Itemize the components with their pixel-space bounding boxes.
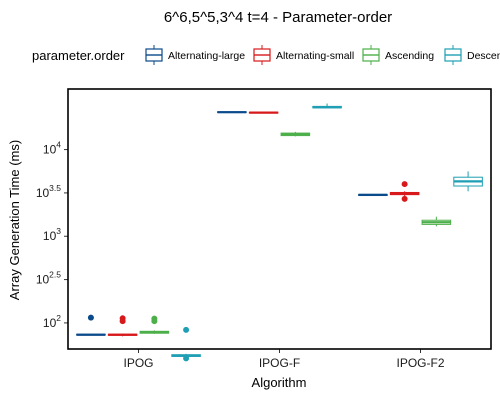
legend-label: Descending xyxy=(467,50,500,62)
outlier-point xyxy=(183,326,190,333)
outlier-point xyxy=(87,314,94,321)
y-tick-label: 103.5 xyxy=(36,183,61,200)
y-axis-title: Array Generation Time (ms) xyxy=(7,140,22,300)
x-tick-label: IPOG xyxy=(123,356,153,370)
outlier-point xyxy=(183,355,190,362)
legend-title: parameter.order xyxy=(32,48,125,63)
y-tick-label: 103 xyxy=(43,226,61,243)
box xyxy=(358,193,388,197)
box-series xyxy=(76,103,483,362)
x-axis: IPOG IPOG-F IPOG-F2 xyxy=(123,349,445,370)
x-axis-title: Algorithm xyxy=(252,375,307,390)
legend-label: Alternating-small xyxy=(276,50,354,62)
outlier-point xyxy=(401,181,408,188)
y-axis: 102 102.5 103 103.5 104 xyxy=(36,140,68,330)
box xyxy=(389,181,420,202)
y-tick-label: 102 xyxy=(43,313,61,330)
box xyxy=(107,315,138,337)
outlier-point xyxy=(401,195,408,202)
box xyxy=(248,111,279,114)
box xyxy=(421,216,452,227)
plot-border xyxy=(67,88,492,350)
y-tick-label: 104 xyxy=(43,140,61,157)
box xyxy=(139,315,170,334)
legend: parameter.order Alternating-large Alterna… xyxy=(32,45,500,65)
x-tick-label: IPOG-F xyxy=(259,356,300,370)
plot-area xyxy=(68,89,491,349)
legend-item: Alternating-large xyxy=(145,45,245,65)
box xyxy=(217,111,247,114)
box xyxy=(171,326,201,362)
legend-item: Descending xyxy=(444,45,500,65)
x-tick-label: IPOG-F2 xyxy=(396,356,444,370)
box xyxy=(453,171,483,192)
box xyxy=(280,131,311,137)
box xyxy=(312,103,342,109)
legend-label: Ascending xyxy=(385,50,434,62)
legend-item: Alternating-small xyxy=(253,45,354,65)
legend-label: Alternating-large xyxy=(168,50,245,62)
legend-item: Ascending xyxy=(362,45,434,65)
outlier-point xyxy=(151,318,158,325)
chart-title: 6^6,5^5,3^4 t=4 - Parameter-order xyxy=(164,9,392,26)
y-tick-label: 102.5 xyxy=(36,270,61,287)
outlier-point xyxy=(119,318,126,325)
box xyxy=(76,314,106,336)
